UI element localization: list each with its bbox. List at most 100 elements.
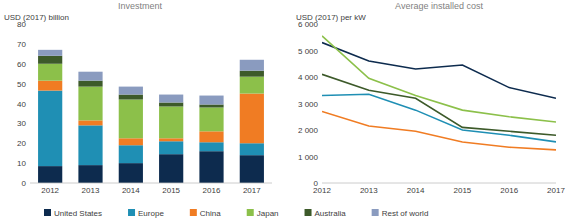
legend-swatch <box>44 209 51 216</box>
y-tick-label: 40 <box>17 100 26 109</box>
x-tick-label: 2015 <box>162 186 180 195</box>
y-tick-label: 0 <box>22 179 27 188</box>
bar <box>78 120 102 125</box>
y-tick-label: 20 <box>17 139 26 148</box>
y-tick-label: 10 <box>17 159 26 168</box>
legend-swatch <box>247 209 254 216</box>
bar <box>240 155 264 183</box>
legend-swatch <box>190 209 197 216</box>
bar <box>119 95 143 100</box>
x-tick-label: 2016 <box>500 186 518 195</box>
x-tick-label: 2014 <box>122 186 140 195</box>
chart-root: InvestmentUSD (2017) billion010203040506… <box>0 0 566 222</box>
legend: United States Europe China Japan Australia Re… <box>44 209 428 218</box>
y-tick <box>320 103 322 104</box>
bar <box>38 50 62 56</box>
y-axis-label: USD (2017) billion <box>4 13 69 22</box>
bar <box>38 81 62 91</box>
y-tick <box>28 43 30 44</box>
y-tick <box>28 163 30 164</box>
bar <box>159 103 183 107</box>
x-tick-label: 2016 <box>203 186 221 195</box>
bar <box>199 96 223 105</box>
y-tick <box>320 50 322 51</box>
bar <box>199 107 223 131</box>
bar <box>199 104 223 107</box>
y-tick <box>320 156 322 157</box>
x-tick-label: 2013 <box>360 186 378 195</box>
bar <box>38 56 62 64</box>
legend-label: Rest of world <box>382 209 429 218</box>
line <box>322 43 556 99</box>
legend-label: China <box>200 209 221 218</box>
y-tick <box>28 103 30 104</box>
legend-label: United States <box>54 209 102 218</box>
x-axis <box>30 183 272 184</box>
bar <box>240 143 264 155</box>
x-tick-label: 2012 <box>41 186 59 195</box>
legend-swatch <box>372 209 379 216</box>
legend-label: Europe <box>138 209 164 218</box>
x-tick-label: 2017 <box>547 186 565 195</box>
y-tick <box>320 77 322 78</box>
legend-label: Australia <box>315 209 347 218</box>
x-tick-label: 2014 <box>407 186 425 195</box>
x-tick-label: 2013 <box>82 186 100 195</box>
bar <box>240 77 264 94</box>
y-tick <box>320 130 322 131</box>
bar <box>199 142 223 151</box>
line <box>322 36 556 122</box>
bar <box>240 94 264 144</box>
bar <box>119 145 143 163</box>
y-tick <box>28 24 30 25</box>
bar <box>38 91 62 167</box>
plot-area <box>322 36 556 150</box>
chart-title: Investment <box>118 1 163 11</box>
bar <box>119 100 143 139</box>
y-tick-label: 4 000 <box>298 73 319 82</box>
y-tick <box>28 143 30 144</box>
bar <box>38 64 62 81</box>
bar <box>240 71 264 77</box>
legend-swatch <box>128 209 135 216</box>
bar <box>159 138 183 141</box>
y-tick-label: 60 <box>17 60 26 69</box>
x-tick-label: 2017 <box>243 186 261 195</box>
bar <box>119 138 143 145</box>
bar <box>159 141 183 154</box>
x-tick-label: 2015 <box>454 186 472 195</box>
bar <box>159 106 183 138</box>
y-tick <box>320 183 322 184</box>
x-tick-label: 2012 <box>313 186 331 195</box>
plot-area <box>38 50 264 183</box>
y-tick <box>28 63 30 64</box>
bar <box>78 165 102 183</box>
y-tick-label: 50 <box>17 80 26 89</box>
y-tick-label: 5 000 <box>298 47 319 56</box>
bar <box>119 163 143 183</box>
line <box>322 74 556 135</box>
y-tick-label: 70 <box>17 40 26 49</box>
legend-label: Japan <box>257 209 279 218</box>
bar <box>119 87 143 95</box>
bar <box>78 87 102 121</box>
y-tick-label: 3 000 <box>298 100 319 109</box>
y-tick <box>28 123 30 124</box>
bar <box>38 166 62 183</box>
bar <box>78 125 102 165</box>
x-axis <box>322 183 556 184</box>
y-tick <box>320 24 322 25</box>
legend-swatch <box>305 209 312 216</box>
y-tick-label: 80 <box>17 20 26 29</box>
chart-title: Average installed cost <box>395 1 483 11</box>
line <box>322 111 556 149</box>
y-tick-label: 6 000 <box>298 20 319 29</box>
bar <box>240 60 264 71</box>
y-tick <box>28 83 30 84</box>
bar <box>78 72 102 81</box>
y-tick <box>28 183 30 184</box>
bar <box>159 154 183 183</box>
bar <box>159 95 183 103</box>
y-tick-label: 2 000 <box>298 126 319 135</box>
bar <box>199 151 223 183</box>
